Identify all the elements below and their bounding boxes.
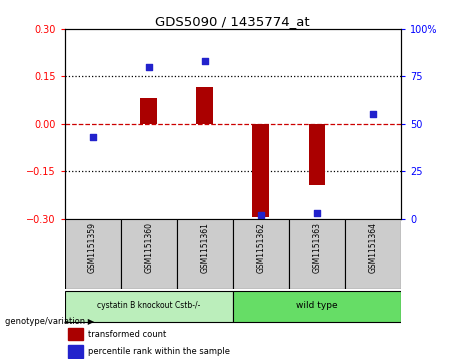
Title: GDS5090 / 1435774_at: GDS5090 / 1435774_at [155,15,310,28]
Text: GSM1151363: GSM1151363 [313,222,321,273]
Text: GSM1151359: GSM1151359 [88,222,97,273]
Bar [253,124,269,217]
Bar [289,219,345,289]
Point [89,134,96,140]
Bar [68,345,83,358]
Text: GSM1151361: GSM1151361 [200,222,209,273]
Point [313,210,321,216]
Point [369,111,377,117]
Text: GSM1151364: GSM1151364 [368,222,378,273]
Bar [308,124,325,185]
Bar [233,291,401,322]
Text: cystatin B knockout Cstb-/-: cystatin B knockout Cstb-/- [97,301,201,310]
Text: GSM1151362: GSM1151362 [256,222,266,273]
Text: transformed count: transformed count [88,330,166,339]
Text: GSM1151360: GSM1151360 [144,222,153,273]
Bar [65,219,121,289]
Point [257,212,265,218]
Bar [65,291,233,322]
Point [201,58,208,64]
Bar [233,219,289,289]
Bar [140,98,157,124]
Bar [196,87,213,124]
Bar [345,219,401,289]
Text: genotype/variation ▶: genotype/variation ▶ [5,317,94,326]
Point [145,64,152,70]
Bar [68,328,83,340]
Bar [177,219,233,289]
Bar [121,219,177,289]
Text: percentile rank within the sample: percentile rank within the sample [88,347,230,356]
Text: wild type: wild type [296,301,338,310]
